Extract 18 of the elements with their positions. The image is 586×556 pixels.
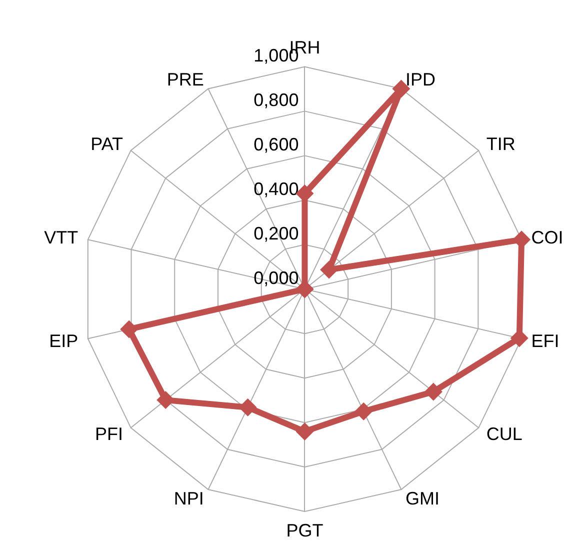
spoke-label: VTT xyxy=(44,227,78,248)
spoke-label: PGT xyxy=(286,520,324,541)
y-tick-label: 0,000 xyxy=(254,268,299,288)
spoke-label: PFI xyxy=(95,424,124,444)
spoke-label: COI xyxy=(531,227,564,248)
spoke-label: PRE xyxy=(166,70,204,90)
spoke-label: NPI xyxy=(174,488,204,509)
spoke-label: EFI xyxy=(531,330,560,351)
spoke-label: PAT xyxy=(90,134,124,154)
y-tick-label: 0,200 xyxy=(254,224,299,244)
spoke-label: IPD xyxy=(406,70,436,90)
spoke-label: TIR xyxy=(486,134,516,154)
spoke-label: CUL xyxy=(486,424,522,444)
y-tick-label: 0,400 xyxy=(254,179,299,200)
spoke-label: GMI xyxy=(406,488,440,509)
y-tick-label: 0,800 xyxy=(254,90,299,110)
y-tick-label: 0,600 xyxy=(254,134,299,155)
spoke-label: EIP xyxy=(49,330,78,351)
